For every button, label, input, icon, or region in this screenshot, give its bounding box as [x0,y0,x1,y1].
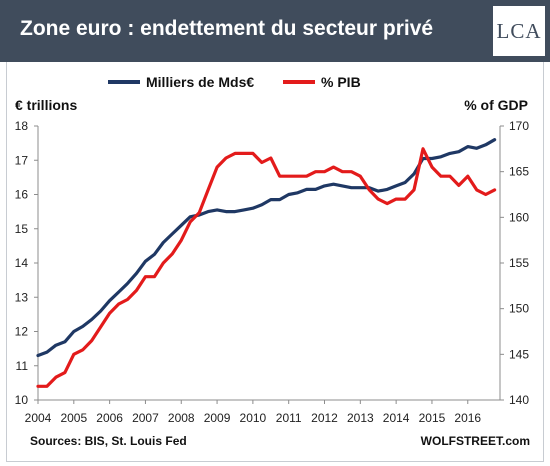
x-tick-label: 2014 [383,411,410,425]
logo-text: LCA [496,18,542,43]
x-tick-label: 2012 [311,411,338,425]
legend-label-debt: Milliers de Mds€ [146,74,254,90]
right-tick-label: 150 [509,302,529,316]
credit-note: WOLFSTREET.com [421,434,530,448]
right-tick-label: 145 [509,347,529,361]
right-tick-label: 155 [509,256,529,270]
right-tick-label: 160 [509,210,529,224]
right-axis-label: % of GDP [464,97,528,113]
x-tick-label: 2013 [347,411,374,425]
x-tick-label: 2010 [240,411,267,425]
x-tick-label: 2004 [25,411,52,425]
left-tick-label: 14 [15,256,29,270]
series-line-debt [36,138,497,358]
header-bar: Zone euro : endettement du secteur privé… [0,0,550,62]
series-line-gdp [36,147,497,388]
left-tick-label: 11 [16,359,29,373]
x-tick-label: 2007 [132,411,159,425]
legend-label-gdp: % PIB [321,74,361,90]
left-axis-label: € trillions [15,97,77,113]
x-tick-label: 2006 [96,411,123,425]
left-tick-label: 18 [15,119,29,133]
x-tick-label: 2009 [204,411,231,425]
left-tick-label: 16 [15,188,29,202]
left-tick-label: 13 [15,290,29,304]
left-tick-label: 15 [15,222,29,236]
left-tick-label: 12 [15,325,29,339]
chart-area [6,62,544,462]
right-tick-label: 170 [509,119,529,133]
lca-logo: LCA [493,6,545,56]
x-tick-label: 2011 [276,411,302,425]
sources-note: Sources: BIS, St. Louis Fed [30,434,187,448]
x-tick-label: 2015 [419,411,446,425]
right-tick-label: 165 [509,165,529,179]
x-tick-label: 2008 [168,411,195,425]
x-tick-label: 2005 [60,411,87,425]
left-tick-label: 10 [15,393,29,407]
right-tick-label: 140 [509,393,529,407]
chart-title: Zone euro : endettement du secteur privé [20,17,434,40]
left-tick-label: 17 [15,153,29,167]
x-tick-label: 2016 [454,411,481,425]
